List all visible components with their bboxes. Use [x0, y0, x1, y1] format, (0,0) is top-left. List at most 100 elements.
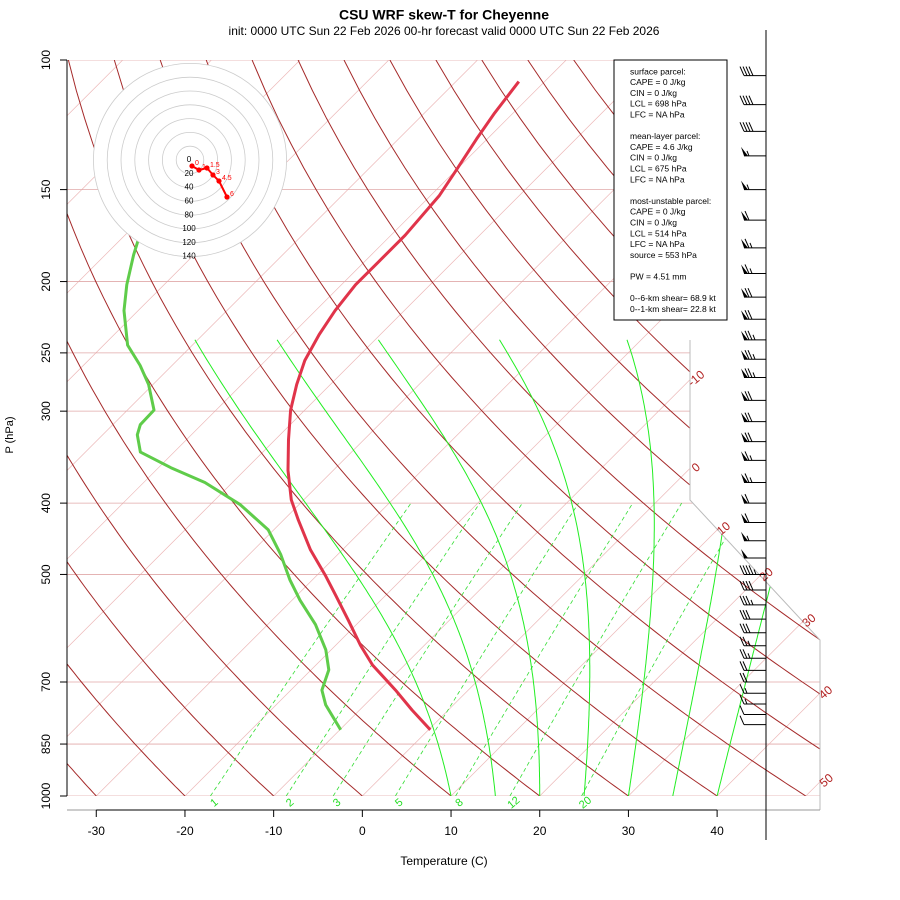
barb-half	[753, 569, 757, 575]
barb-flag	[741, 473, 748, 483]
plot-boundary	[689, 340, 821, 810]
x-tick-label: -30	[88, 824, 106, 838]
barb-half	[744, 698, 748, 705]
barb-full	[742, 609, 748, 620]
hodograph-height-label: 1	[202, 164, 206, 171]
barb-half	[752, 354, 756, 360]
hodograph-height-label: 0	[195, 160, 199, 167]
hodograph-point	[216, 178, 222, 184]
wind-barb	[739, 661, 766, 671]
barb-half	[744, 688, 748, 694]
isotherm	[628, 60, 820, 796]
hodograph-ring	[93, 63, 287, 257]
hodograph-ring	[120, 90, 260, 230]
chart-title: CSU WRF skew-T for Cheyenne	[339, 7, 549, 23]
barb-flag	[741, 451, 748, 461]
wind-barb	[741, 180, 766, 191]
barb-full	[744, 368, 750, 378]
barb-full	[739, 595, 745, 606]
y-tick-label: 100	[39, 50, 53, 70]
dry-adiabat	[205, 60, 820, 796]
barb-full	[747, 350, 753, 360]
barb-full	[742, 95, 748, 105]
mixing-ratio-line	[581, 502, 747, 796]
barb-full	[744, 310, 750, 320]
chart-subtitle: init: 0000 UTC Sun 22 Feb 2026 00-hr for…	[229, 24, 660, 38]
wind-barb	[739, 580, 766, 591]
parcel-info-line: CIN = 0 J/kg	[630, 217, 677, 227]
barb-full	[745, 66, 751, 76]
y-tick-label: 700	[39, 672, 53, 692]
barb-full	[747, 391, 753, 401]
barb-full	[742, 66, 748, 76]
x-tick-label: 10	[444, 824, 458, 838]
wind-barb	[741, 330, 766, 341]
barb-full	[747, 368, 753, 378]
barb-full	[739, 580, 745, 591]
barb-flag	[741, 211, 748, 221]
mixing-ratio-line	[285, 502, 481, 796]
dry-adiabat	[159, 60, 807, 796]
barb-full	[742, 636, 748, 646]
barb-full	[744, 391, 750, 401]
barb-full	[744, 412, 750, 422]
isotherm	[273, 60, 820, 796]
wind-barb	[739, 95, 766, 106]
y-tick-label: 150	[39, 179, 53, 199]
x-axis-label: Temperature (C)	[400, 854, 487, 868]
barb-full	[744, 238, 750, 249]
barb-full	[744, 432, 750, 442]
mixing-ratio-line	[395, 502, 579, 796]
wind-barb	[741, 238, 766, 249]
y-tick-label: 250	[39, 343, 53, 363]
isotherm	[67, 60, 212, 796]
barb-half	[746, 184, 750, 190]
parcel-info-line: CAPE = 4.6 J/kg	[630, 142, 693, 152]
barb-full	[739, 565, 745, 575]
dry-adiabat	[297, 60, 820, 796]
barb-full	[745, 623, 751, 633]
barb-full	[744, 451, 750, 461]
barb-full	[744, 350, 750, 360]
barb-full	[739, 623, 745, 633]
barb-full	[744, 264, 750, 274]
y-tick-label: 500	[39, 564, 53, 584]
barb-half	[752, 372, 756, 378]
y-tick-label: 1000	[39, 782, 53, 809]
barb-flag	[741, 494, 748, 504]
wind-barb	[741, 412, 766, 423]
moist-adiabat	[377, 339, 541, 796]
barb-full	[745, 595, 751, 606]
barb-half	[749, 477, 753, 483]
wind-barb	[739, 715, 766, 726]
barb-full	[745, 95, 751, 105]
barb-half	[746, 535, 750, 541]
barb-full	[742, 649, 748, 659]
barb-full	[742, 623, 748, 633]
isotherm	[67, 60, 567, 796]
dry-adiabat	[67, 60, 363, 796]
wind-barb	[739, 705, 766, 716]
wind-barb	[741, 310, 766, 320]
wind-barb	[739, 565, 766, 575]
wind-barb	[739, 122, 766, 132]
mixing-ratio-line	[332, 502, 523, 796]
mixing-ratio-line	[509, 502, 683, 796]
wind-barb	[741, 493, 766, 504]
barb-half	[749, 268, 753, 274]
dry-adiabat	[435, 60, 820, 796]
barb-full	[739, 636, 745, 646]
wind-barb	[741, 350, 766, 360]
hodograph-ring-label: 60	[185, 197, 194, 206]
barb-half	[746, 150, 750, 157]
y-tick-label: 300	[39, 401, 53, 421]
wind-barb	[741, 513, 766, 523]
barb-full	[745, 580, 751, 591]
barb-full	[748, 95, 754, 105]
barb-flag	[741, 549, 748, 559]
hodograph-point	[210, 172, 216, 178]
dry-adiabat	[67, 60, 452, 796]
barb-half	[749, 242, 753, 249]
x-tick-label: 0	[359, 824, 366, 838]
